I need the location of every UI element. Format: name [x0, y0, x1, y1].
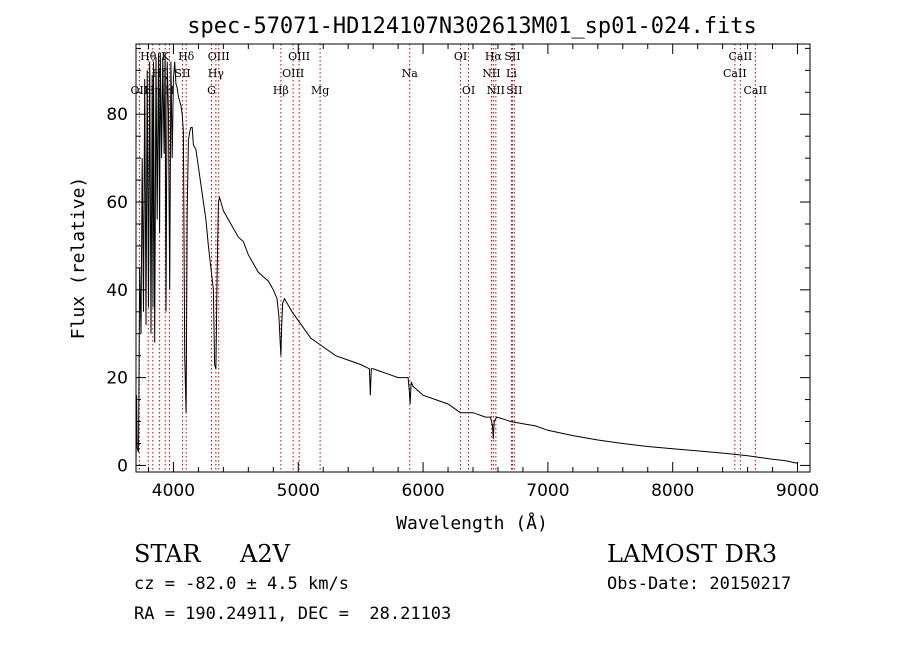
- line-marker-label: OIII: [208, 50, 230, 63]
- x-tick-label: 4000: [152, 481, 195, 501]
- line-marker-label: SII: [504, 50, 520, 63]
- y-tick-label: 80: [106, 105, 128, 125]
- y-tick-label: 0: [117, 456, 128, 476]
- line-marker-label: SII: [174, 67, 190, 80]
- y-axis-ticks: 0 20 40 60 80: [106, 47, 810, 476]
- line-marker-label: NII: [482, 67, 500, 80]
- line-marker-label: H: [165, 84, 175, 97]
- y-tick-label: 60: [106, 193, 128, 213]
- line-marker-label: Hη: [145, 84, 161, 97]
- x-tick-label: 9000: [776, 481, 819, 501]
- line-marker-label: OIII: [288, 50, 310, 63]
- line-marker-label: Na: [402, 67, 419, 80]
- plot-frame: [135, 43, 811, 473]
- obs-date-text: Obs-Date: 20150217: [607, 574, 792, 594]
- survey-name: LAMOST DR3: [607, 540, 778, 568]
- y-tick-label: 20: [106, 369, 128, 389]
- line-marker-label: OI: [462, 84, 475, 97]
- line-marker-label: Hγ: [208, 67, 225, 80]
- x-tick-label: 5000: [277, 481, 320, 501]
- object-class: STAR: [134, 540, 201, 568]
- line-marker-label: Hδ: [178, 50, 195, 63]
- line-marker-label: SII: [506, 84, 522, 97]
- object-subclass: A2V: [240, 540, 290, 568]
- chart-title: spec-57071-HD124107N302613M01_sp01-024.f…: [187, 14, 757, 39]
- line-marker-label: CaII: [729, 50, 753, 63]
- line-marker-label: OI: [454, 50, 467, 63]
- spectrum-line: [135, 52, 798, 466]
- line-marker-label: Hβ: [273, 84, 289, 97]
- x-axis-label: Wavelength (Å): [396, 512, 548, 534]
- y-axis-label: Flux (relative): [68, 177, 89, 340]
- line-marker-label: G: [207, 84, 216, 97]
- line-marker-label: Hθ: [140, 50, 157, 63]
- line-marker-label: OIII: [282, 67, 304, 80]
- spectrum-chart: spec-57071-HD124107N302613M01_sp01-024.f…: [68, 14, 819, 534]
- x-tick-label: 6000: [401, 481, 444, 501]
- y-tick-label: 40: [106, 281, 128, 301]
- line-marker-label: CaII: [743, 84, 767, 97]
- coordinates-text: RA = 190.24911, DEC = 28.21103: [134, 604, 452, 624]
- line-marker-label: CaII: [723, 67, 747, 80]
- line-marker-label: Li: [506, 67, 517, 80]
- line-marker-label: Mg: [311, 84, 329, 97]
- redshift-text: cz = -82.0 ± 4.5 km/s: [134, 574, 349, 594]
- line-markers: [138, 44, 756, 472]
- line-marker-label: Hα: [485, 50, 503, 63]
- line-marker-label: OII: [131, 84, 149, 97]
- line-marker-label: NII: [487, 84, 505, 97]
- x-tick-label: 8000: [651, 481, 694, 501]
- x-tick-label: 7000: [526, 481, 569, 501]
- x-axis-ticks: 4000 5000 6000 7000 8000 9000: [147, 44, 819, 501]
